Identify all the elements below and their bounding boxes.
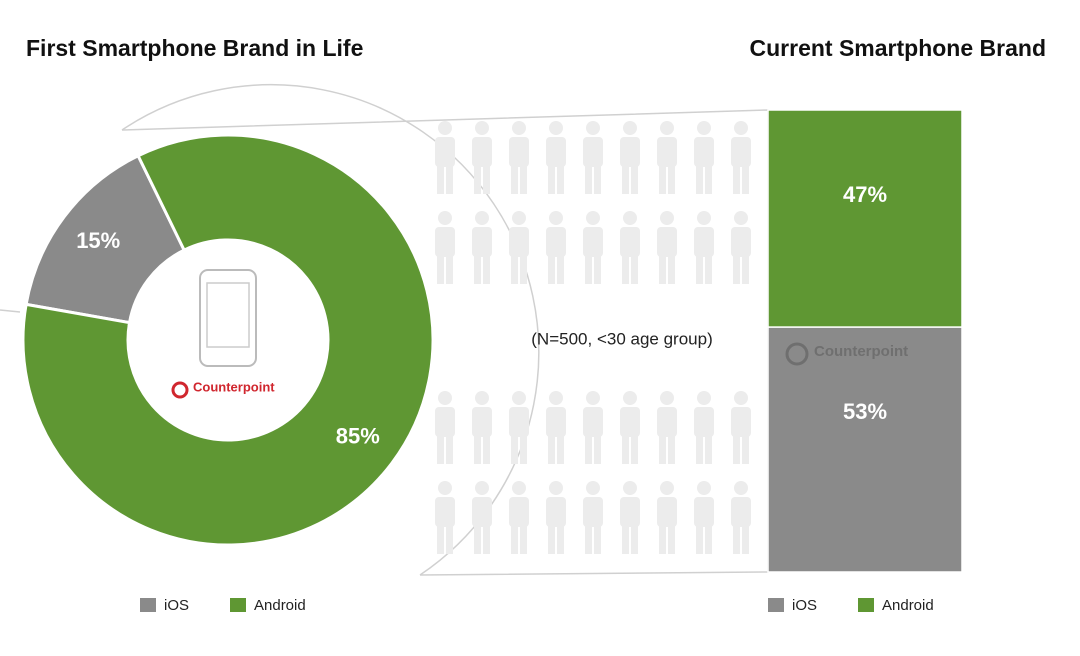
outline — [0, 309, 21, 313]
donut: 15% 85% — [21, 133, 435, 547]
value-label: 47% — [843, 182, 887, 207]
people-icons — [428, 390, 758, 570]
logo-icon — [171, 381, 189, 399]
logo-watermark: Counterpoint — [814, 343, 908, 360]
phone-icon — [199, 269, 257, 367]
legend-swatch — [140, 598, 156, 612]
value-label: 15% — [76, 228, 120, 253]
phone-screen — [206, 282, 250, 348]
value-label: 85% — [336, 424, 380, 449]
legend-label: Android — [254, 597, 306, 614]
legend-label: iOS — [792, 597, 817, 614]
chart-title: Current Smartphone Brand — [750, 35, 1046, 61]
legend-label: Android — [882, 597, 934, 614]
logo-icon — [785, 342, 809, 366]
logo: Counterpoint — [193, 379, 275, 394]
chart-title: First Smartphone Brand in Life — [26, 35, 363, 61]
legends: iOS Android iOS Android — [140, 597, 934, 614]
pie-slice — [21, 133, 435, 547]
legend-swatch — [768, 598, 784, 612]
bar-segment — [767, 109, 963, 328]
people-icons — [428, 118, 758, 298]
legend-swatch — [230, 598, 246, 612]
legend-swatch — [858, 598, 874, 612]
annotation: (N=500, <30 age group) — [531, 329, 712, 348]
pie-slice — [24, 153, 187, 325]
legend-label: iOS — [164, 597, 189, 614]
bar-segment — [767, 326, 963, 573]
stacked-bar: 47% 53% — [767, 109, 963, 573]
value-label: 53% — [843, 399, 887, 424]
